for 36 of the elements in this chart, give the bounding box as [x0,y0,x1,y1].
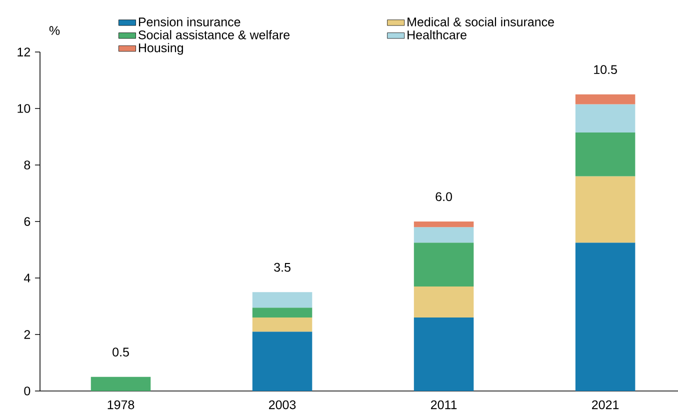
legend-label: Medical & social insurance [408,17,554,26]
bar [575,132,636,176]
y-tick-label: 6 [24,217,30,226]
y-tick-label: 2 [24,330,30,339]
x-tick-label: 2003 [269,400,296,410]
y-tick-label: 8 [24,160,30,170]
bar [414,221,474,228]
total-label: 6.0 [436,192,452,202]
legend-label: Pension insurance [138,17,240,26]
bar [575,242,636,391]
y-tick-label: 0 [24,386,30,396]
x-tick-label: 2011 [430,400,457,410]
bar [575,176,636,243]
legend-label: Social assistance & welfare [138,30,290,40]
legend-label: Housing [138,43,184,55]
bar [252,318,312,332]
bar [252,308,312,318]
total-label: 0.5 [112,348,129,356]
bar [414,318,474,391]
bar [252,332,312,391]
total-label: 3.5 [274,262,290,272]
y-tick-label: 10 [18,104,30,113]
y-tick-label: 12 [18,48,30,56]
bar [575,104,636,132]
bar [414,242,474,286]
y-tick-label: 4 [24,274,30,282]
bar [414,286,474,318]
bar [575,94,636,104]
legend-label: Healthcare [408,30,466,40]
y-axis-title: % [49,26,60,35]
total-label: 10.5 [594,65,617,74]
bar [252,292,312,308]
bar [414,227,474,243]
x-tick-label: 1978 [108,400,134,410]
bar [90,376,151,391]
x-tick-label: 2021 [592,400,619,410]
